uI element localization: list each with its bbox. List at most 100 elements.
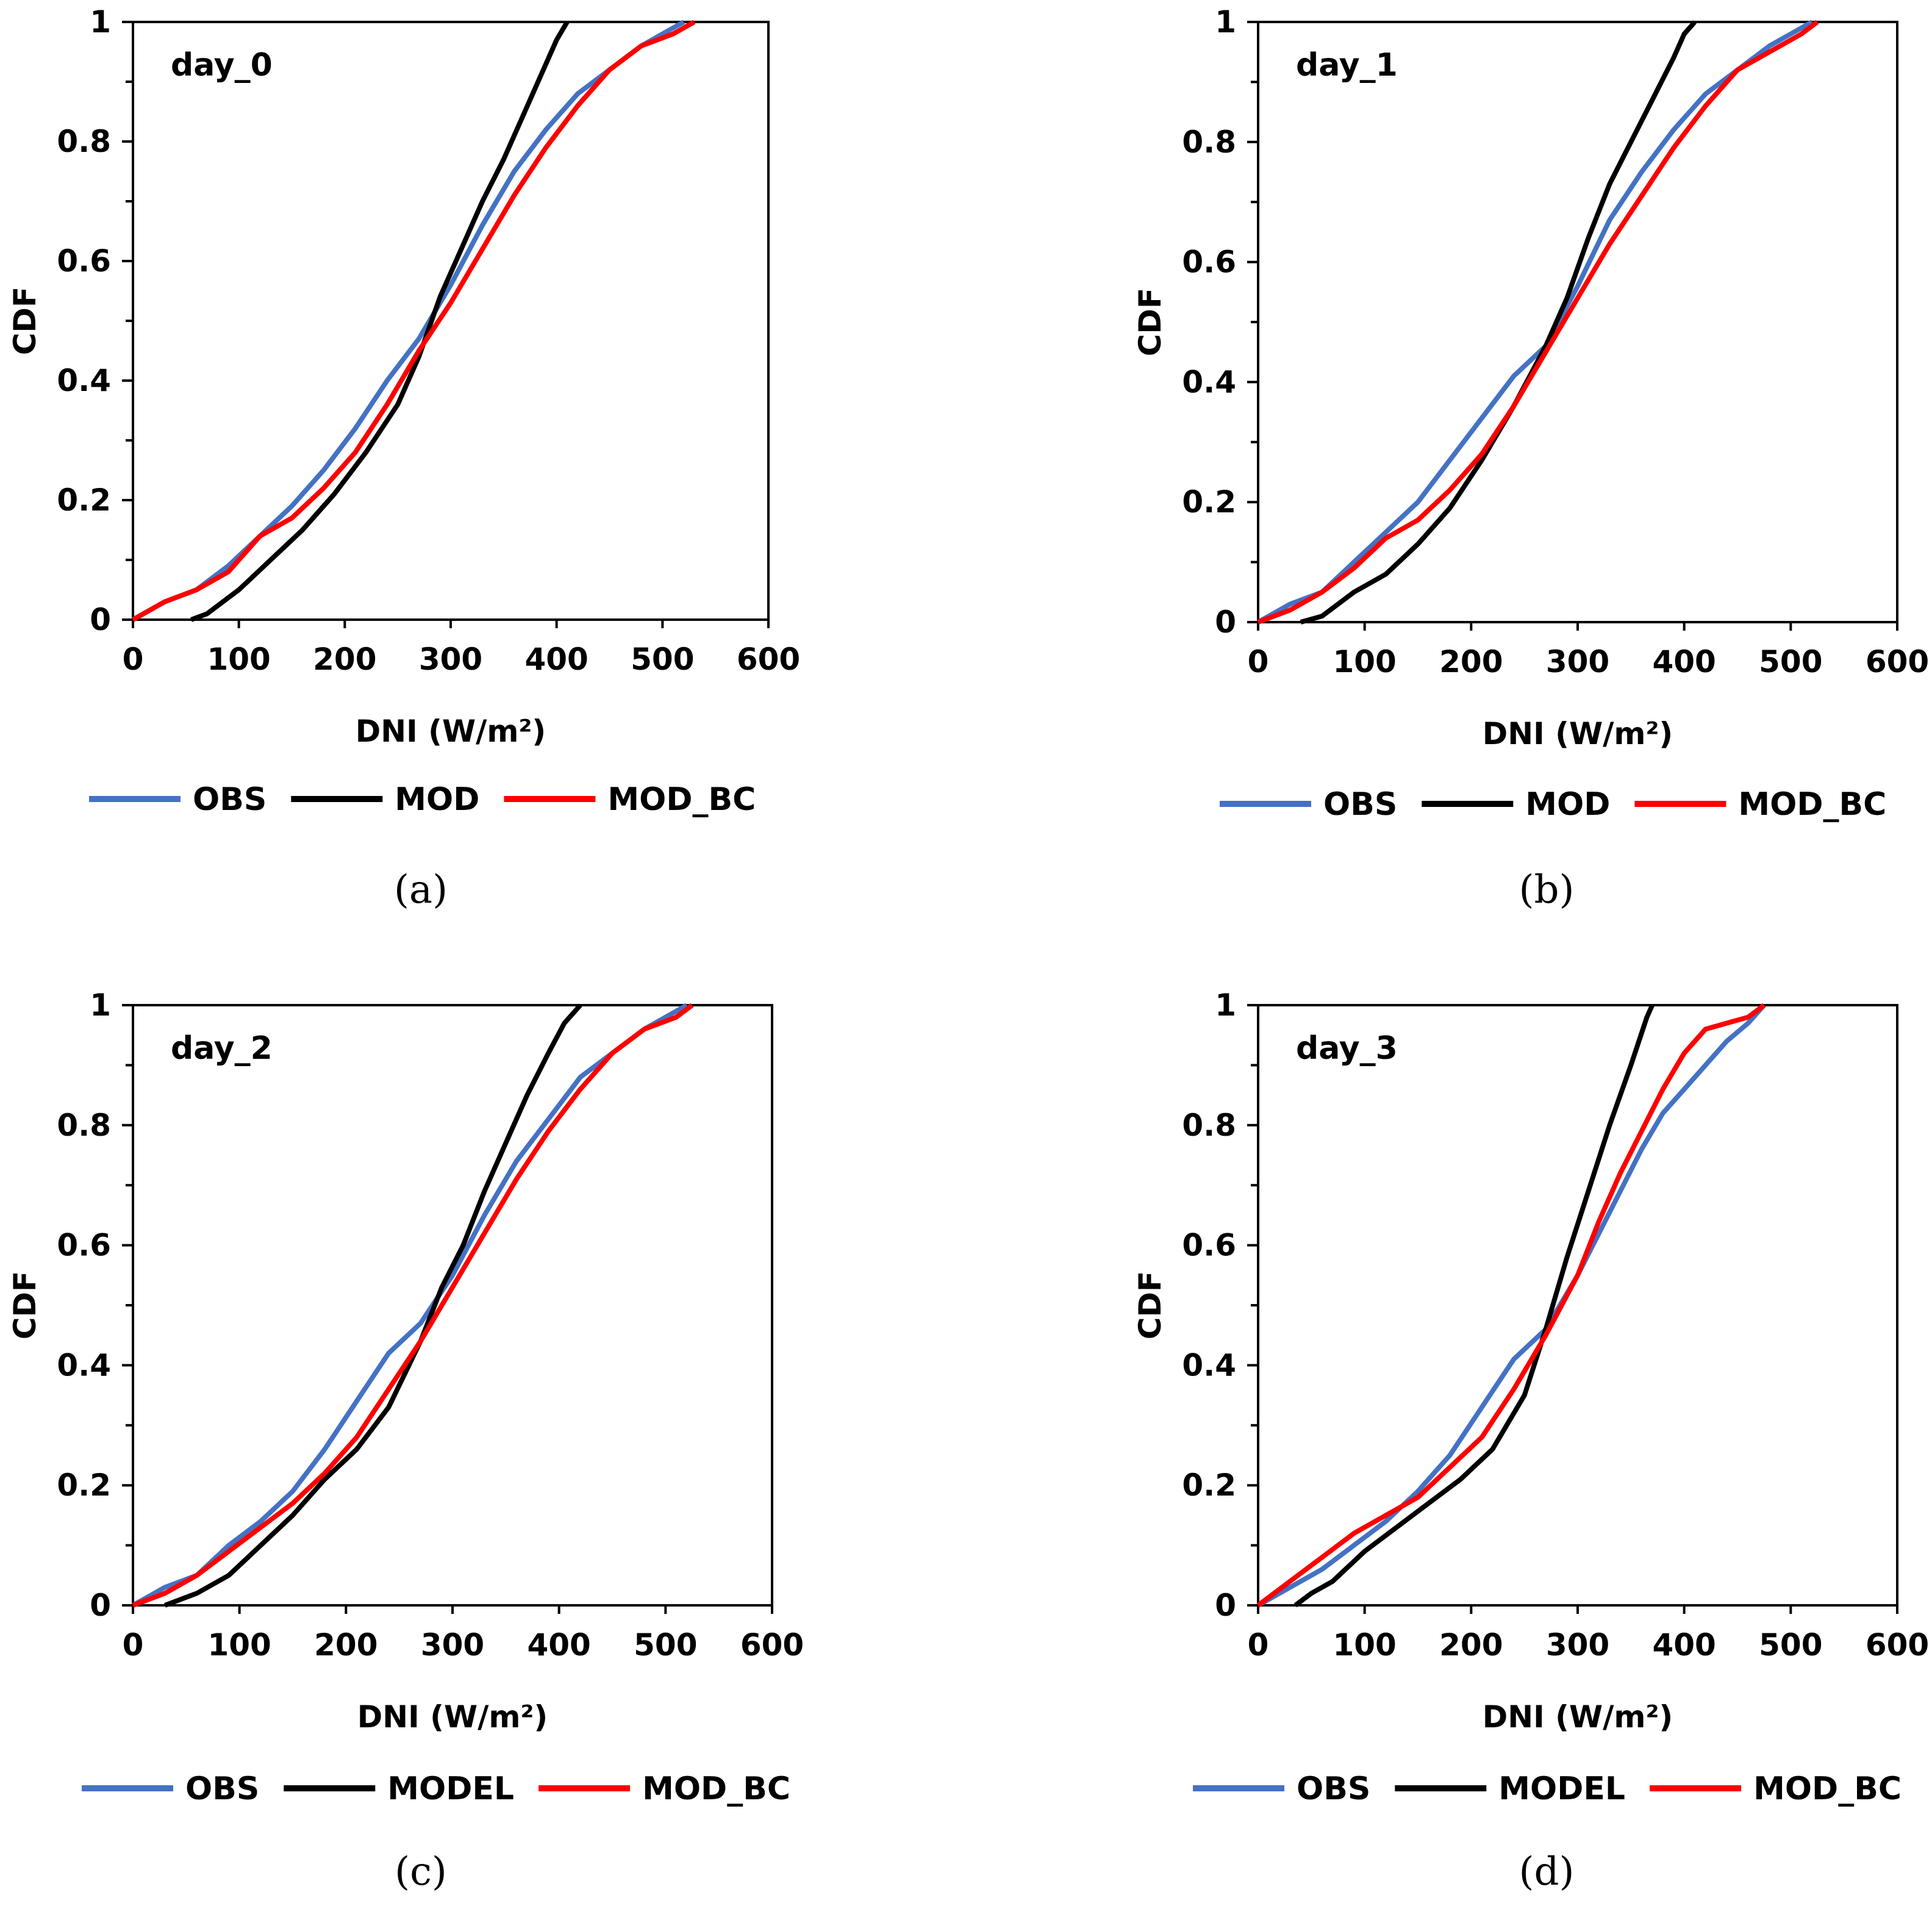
legend-label: OBS — [1323, 786, 1397, 823]
legend-label: OBS — [185, 1771, 259, 1807]
y-axis-title: CDF — [1132, 288, 1168, 356]
x-axis-title: DNI (W/m²) — [356, 714, 546, 749]
y-tick-label: 0.6 — [57, 243, 111, 279]
x-tick-label: 100 — [207, 1627, 271, 1663]
y-tick-label: 0.2 — [57, 1467, 111, 1503]
panel-title: day_2 — [171, 1030, 273, 1067]
y-axis-title: CDF — [7, 1271, 43, 1339]
x-tick-label: 600 — [737, 642, 800, 677]
x-tick-label: 300 — [419, 642, 482, 677]
y-tick-label: 0.8 — [1182, 1108, 1236, 1143]
x-tick-label: 500 — [1759, 1627, 1822, 1663]
x-axis-title: DNI (W/m²) — [1483, 716, 1673, 751]
series-line-mod — [1300, 20, 1697, 625]
plot-area-frame — [132, 21, 770, 621]
plot-area-frame — [1257, 21, 1898, 623]
y-tick-label: 1 — [90, 4, 111, 40]
panel-caption: (a) — [394, 867, 448, 912]
legend-label: MOD_BC — [642, 1771, 790, 1807]
chart-panel-4: 0 100 200 300 400 500 600 0 0.2 0.4 0.6 0.8 1 DNI (W/… — [1132, 987, 1929, 1894]
y-tick-label: 0.4 — [1182, 1347, 1236, 1383]
series-line-mod-bc — [132, 1003, 694, 1608]
panel-caption: (c) — [395, 1849, 447, 1894]
series-line-mod-bc — [1257, 20, 1819, 625]
x-tick-label: 300 — [1546, 644, 1609, 679]
legend-label: OBS — [193, 781, 267, 818]
y-tick-label: 0 — [90, 1588, 111, 1623]
y-tick-label: 0 — [1215, 1588, 1236, 1623]
chart-panel-2: 0 100 200 300 400 500 600 0 0.2 0.4 0.6 0.8 1 DNI (W/… — [1132, 4, 1929, 912]
y-tick-label: 0.6 — [1182, 1228, 1236, 1263]
x-tick-label: 100 — [1333, 1627, 1396, 1663]
series-line-mod-bc — [132, 20, 696, 622]
x-tick-label: 300 — [1546, 1627, 1609, 1663]
y-axis-title: CDF — [7, 287, 43, 355]
y-tick-label: 0 — [90, 602, 111, 637]
y-tick-label: 0.6 — [57, 1228, 111, 1263]
x-tick-label: 400 — [527, 1627, 590, 1663]
legend-label: MODEL — [1498, 1771, 1625, 1807]
x-tick-label: 300 — [421, 1627, 484, 1663]
x-tick-label: 500 — [1759, 644, 1822, 679]
y-tick-label: 0.4 — [57, 1347, 111, 1383]
series-line-obs — [1257, 20, 1814, 625]
plot-area-frame — [1257, 1004, 1898, 1607]
y-tick-label: 0.6 — [1182, 245, 1236, 280]
x-tick-label: 0 — [1248, 644, 1269, 679]
panel-caption: (d) — [1519, 1849, 1575, 1894]
x-tick-label: 500 — [631, 642, 694, 677]
x-tick-label: 0 — [123, 1627, 144, 1663]
series-line-mod — [163, 1003, 582, 1608]
plot-area-frame — [132, 1004, 773, 1607]
x-tick-label: 500 — [634, 1627, 697, 1663]
chart-panel-3: 0 100 200 300 400 500 600 0 0.2 0.4 0.6 0.8 1 DNI (W/… — [7, 987, 804, 1894]
x-tick-label: 200 — [314, 1627, 377, 1663]
y-tick-label: 1 — [90, 987, 111, 1023]
x-tick-label: 400 — [1652, 1627, 1716, 1663]
chart-panel-1: 0 100 200 300 400 500 600 0 0.2 0.4 0.6 0.8 1 DNI (W/… — [7, 4, 800, 912]
y-tick-label: 0.8 — [57, 1108, 111, 1143]
legend-label: MODEL — [387, 1771, 514, 1807]
series-line-mod — [1293, 1004, 1655, 1608]
y-tick-label: 0 — [1215, 604, 1236, 640]
y-tick-label: 0.8 — [57, 124, 111, 159]
x-tick-label: 600 — [740, 1627, 804, 1663]
x-tick-label: 200 — [1439, 644, 1503, 679]
series-line-obs — [1257, 1003, 1766, 1608]
y-tick-label: 0.8 — [1182, 124, 1236, 160]
x-tick-label: 200 — [313, 642, 376, 677]
y-tick-label: 0.4 — [1182, 364, 1236, 400]
x-tick-label: 0 — [1248, 1627, 1269, 1663]
legend-label: MOD_BC — [1738, 786, 1886, 823]
legend-label: OBS — [1297, 1771, 1370, 1807]
legend-label: MOD_BC — [1753, 1771, 1902, 1807]
legend-label: MOD_BC — [607, 781, 756, 818]
legend-label: MOD — [1525, 786, 1610, 823]
x-tick-label: 100 — [1333, 644, 1396, 679]
y-tick-label: 1 — [1215, 4, 1236, 40]
y-tick-label: 0.2 — [1182, 1467, 1236, 1503]
series-line-mod — [190, 20, 570, 622]
x-tick-label: 400 — [524, 642, 588, 677]
legend-label: MOD — [395, 781, 479, 818]
y-tick-label: 0.2 — [57, 482, 111, 518]
x-tick-label: 600 — [1866, 644, 1929, 679]
x-tick-label: 100 — [207, 642, 270, 677]
panel-title: day_0 — [171, 47, 273, 84]
y-tick-label: 0.2 — [1182, 484, 1236, 520]
y-axis-title: CDF — [1132, 1271, 1168, 1339]
x-axis-title: DNI (W/m²) — [1483, 1699, 1673, 1735]
y-tick-label: 1 — [1215, 987, 1236, 1023]
panel-title: day_3 — [1296, 1030, 1398, 1067]
x-tick-label: 0 — [123, 642, 144, 677]
series-line-obs — [132, 1003, 689, 1608]
series-line-obs — [132, 20, 685, 622]
series-line-mod-bc — [1256, 1003, 1766, 1608]
x-axis-title: DNI (W/m²) — [357, 1699, 548, 1735]
x-tick-label: 200 — [1439, 1627, 1503, 1663]
y-tick-label: 0.4 — [57, 363, 111, 398]
panel-caption: (b) — [1519, 867, 1575, 912]
x-tick-label: 400 — [1652, 644, 1716, 679]
x-tick-label: 600 — [1866, 1627, 1929, 1663]
